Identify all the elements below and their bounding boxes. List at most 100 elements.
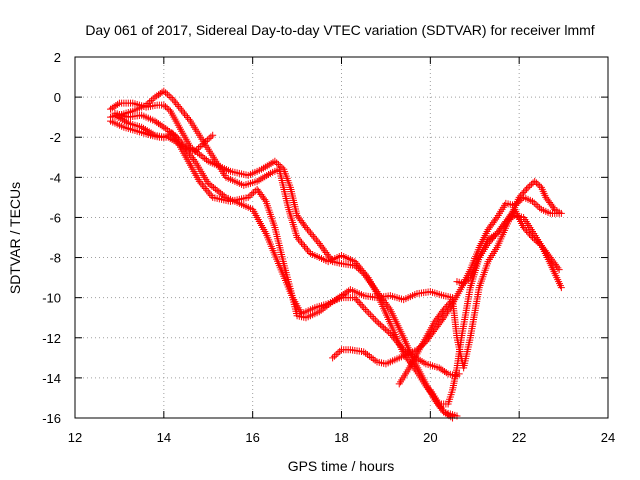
data-point: [352, 259, 360, 267]
data-point: [309, 232, 317, 240]
data-point: [114, 100, 122, 108]
series-track-4: [111, 109, 463, 380]
data-point: [167, 94, 175, 102]
data-point: [555, 266, 563, 274]
data-point: [151, 117, 159, 125]
data-point: [363, 272, 371, 280]
data-point: [195, 177, 203, 185]
y-tick-label: -4: [49, 170, 61, 185]
data-point: [376, 321, 384, 329]
data-point: [211, 185, 219, 193]
data-point: [352, 295, 360, 303]
data-point: [322, 249, 330, 257]
data-point: [311, 234, 319, 242]
data-point: [383, 327, 391, 335]
data-point: [147, 96, 155, 104]
data-point: [146, 98, 154, 106]
data-point: [435, 364, 443, 372]
data-point: [440, 408, 448, 416]
data-point: [447, 413, 455, 421]
data-point: [206, 181, 214, 189]
data-point: [394, 339, 402, 347]
data-point: [156, 90, 164, 98]
data-point: [441, 304, 449, 312]
data-point: [392, 337, 400, 345]
data-point: [207, 133, 215, 141]
data-point: [460, 280, 468, 288]
data-point: [492, 215, 500, 223]
data-point: [361, 270, 369, 278]
data-point: [505, 215, 513, 223]
data-point: [163, 90, 171, 98]
data-point: [521, 187, 529, 195]
data-point: [375, 319, 383, 327]
x-axis-label: GPS time / hours: [288, 458, 395, 474]
y-tick-label: -12: [42, 331, 61, 346]
y-tick-label: -14: [42, 371, 61, 386]
x-tick-label: 12: [68, 430, 82, 445]
data-point: [518, 190, 526, 198]
data-point: [334, 349, 342, 357]
data-point: [360, 268, 368, 276]
data-point: [198, 141, 206, 149]
data-point: [520, 223, 528, 231]
y-tick-label: -6: [49, 210, 61, 225]
data-point: [455, 370, 463, 378]
data-point: [351, 258, 359, 266]
chart-title: Day 061 of 2017, Sidereal Day-to-day VTE…: [85, 22, 594, 38]
x-tick-label: 14: [157, 430, 171, 445]
data-point: [300, 242, 308, 250]
data-point: [368, 312, 376, 320]
data-point: [261, 196, 269, 204]
data-point: [557, 284, 565, 292]
data-point: [206, 190, 214, 198]
data-point: [220, 192, 228, 200]
data-point: [303, 246, 311, 254]
data-point: [515, 193, 523, 201]
data-point: [357, 300, 365, 308]
data-point: [465, 275, 473, 283]
data-point: [274, 160, 282, 168]
data-point: [438, 315, 446, 323]
data-point: [204, 188, 212, 196]
data-point: [330, 352, 338, 360]
grid: [75, 57, 608, 418]
data-point: [155, 120, 163, 128]
data-point: [153, 92, 161, 100]
data-point: [358, 302, 366, 310]
data-point: [205, 134, 213, 142]
data-point: [308, 231, 316, 239]
data-point: [389, 333, 397, 341]
data-point: [198, 181, 206, 189]
data-point: [354, 261, 362, 269]
data-point: [303, 225, 311, 233]
data-point: [380, 324, 388, 332]
data-point: [156, 121, 164, 129]
data-point: [299, 241, 307, 249]
data-point: [201, 184, 209, 192]
series-track-9: [453, 211, 565, 292]
data-point: [202, 156, 210, 164]
data-point: [215, 188, 223, 196]
x-tick-label: 20: [423, 430, 437, 445]
data-point: [463, 277, 471, 285]
data-point: [314, 238, 322, 246]
data-point: [203, 186, 211, 194]
y-tick-label: -2: [49, 130, 61, 145]
data-point: [370, 314, 378, 322]
data-point: [373, 318, 381, 326]
data-point: [520, 188, 528, 196]
data-point: [217, 189, 225, 197]
data-point: [484, 236, 492, 244]
data-point: [343, 288, 351, 296]
data-point: [163, 104, 171, 112]
data-point: [531, 177, 539, 185]
data-point: [196, 142, 204, 150]
data-point: [532, 201, 540, 209]
data-point: [360, 304, 368, 312]
data-point: [271, 157, 279, 165]
data-point: [341, 289, 349, 297]
data-point: [442, 369, 450, 377]
data-point: [530, 199, 538, 207]
